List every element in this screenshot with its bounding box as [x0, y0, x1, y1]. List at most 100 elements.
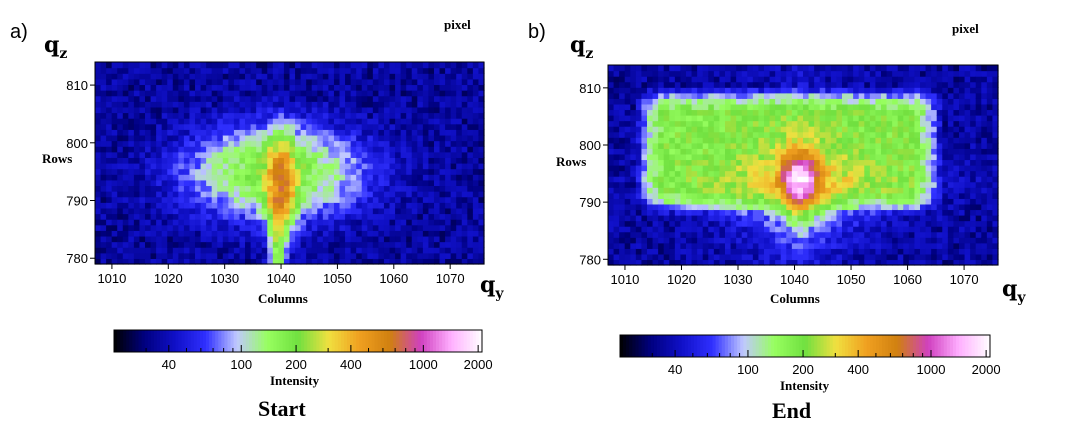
heatmap-cell	[95, 230, 102, 237]
colorbar-step	[294, 330, 299, 352]
heatmap-cell	[456, 185, 463, 192]
heatmap-cell	[652, 187, 659, 194]
heatmap-cell	[367, 179, 374, 187]
heatmap-cell	[400, 196, 407, 203]
heatmap-cell	[150, 241, 157, 248]
heatmap-cell	[936, 120, 943, 127]
heatmap-cell	[339, 185, 346, 192]
heatmap-cell	[747, 226, 754, 233]
heatmap-cell	[433, 207, 441, 215]
heatmap-cell	[272, 168, 279, 175]
heatmap-cell	[472, 224, 480, 231]
heatmap-cell	[389, 196, 396, 203]
heatmap-cell	[211, 185, 218, 192]
heatmap-cell	[467, 185, 474, 192]
heatmap-cell	[128, 202, 135, 209]
heatmap-cell	[613, 115, 620, 122]
heatmap-cell	[350, 106, 357, 114]
heatmap-cell	[195, 174, 202, 181]
heatmap-cell	[133, 185, 141, 192]
heatmap-cell	[830, 70, 838, 77]
heatmap-cell	[719, 181, 726, 188]
heatmap-cell	[450, 123, 457, 130]
heatmap-cell	[959, 203, 966, 211]
heatmap-cell	[333, 202, 341, 209]
heatmap-cell	[864, 65, 871, 72]
heatmap-cell	[914, 65, 921, 72]
heatmap-cell	[658, 215, 665, 222]
heatmap-cell	[775, 142, 782, 149]
heatmap-cell	[730, 242, 737, 249]
heatmap-cell	[200, 157, 207, 164]
heatmap-cell	[758, 81, 765, 88]
heatmap-cell	[775, 148, 782, 155]
heatmap-cell	[211, 241, 218, 248]
heatmap-cell	[920, 148, 927, 155]
heatmap-cell	[217, 146, 224, 153]
heatmap-cell	[691, 120, 698, 127]
heatmap-cell	[161, 247, 168, 254]
heatmap-cell	[367, 163, 374, 170]
heatmap-cell	[808, 159, 815, 166]
heatmap-cell	[853, 181, 860, 188]
heatmap-cell	[892, 81, 899, 88]
heatmap-cell	[886, 92, 893, 99]
heatmap-cell	[808, 142, 815, 149]
colorbar-step	[273, 330, 278, 352]
heatmap-cell	[295, 196, 302, 203]
heatmap-cell	[311, 219, 318, 226]
heatmap-cell	[752, 142, 760, 149]
heatmap-cell	[145, 118, 152, 125]
heatmap-cell	[167, 62, 174, 69]
heatmap-cell	[858, 170, 865, 177]
heatmap-cell	[663, 131, 670, 138]
heatmap-cell	[167, 252, 174, 259]
heatmap-cell	[864, 137, 871, 144]
heatmap-cell	[836, 209, 843, 216]
heatmap-cell	[803, 176, 810, 183]
heatmap-cell	[797, 126, 804, 133]
heatmap-cell	[100, 84, 107, 91]
heatmap-cell	[624, 142, 631, 149]
heatmap-cell	[925, 170, 932, 177]
heatmap-cell	[250, 84, 257, 91]
heatmap-cell	[145, 202, 152, 209]
heatmap-cell	[725, 237, 732, 244]
heatmap-cell	[272, 146, 279, 153]
heatmap-cell	[306, 140, 313, 147]
heatmap-cell	[624, 81, 631, 88]
heatmap-cell	[300, 151, 307, 158]
heatmap-cell	[886, 170, 893, 177]
heatmap-cell	[239, 191, 246, 198]
heatmap-cell	[306, 224, 313, 231]
heatmap-cell	[959, 137, 966, 144]
heatmap-cell	[897, 109, 904, 116]
colorbar-step	[141, 330, 146, 352]
heatmap-cell	[780, 81, 787, 88]
heatmap-cell	[786, 148, 793, 155]
heatmap-cell	[819, 103, 826, 111]
heatmap-cell	[658, 209, 665, 216]
heatmap-cell	[267, 151, 274, 158]
heatmap-cell	[233, 151, 241, 158]
heatmap-cell	[892, 92, 899, 99]
heatmap-cell	[383, 241, 391, 248]
heatmap-cell	[814, 181, 821, 188]
heatmap-cell	[808, 259, 815, 266]
heatmap-cell	[764, 170, 771, 177]
heatmap-cell	[167, 235, 174, 243]
heatmap-cell	[372, 118, 380, 125]
heatmap-cell	[122, 118, 129, 125]
heatmap-cell	[903, 87, 910, 94]
heatmap-cell	[117, 129, 124, 136]
heatmap-cell	[814, 148, 821, 155]
heatmap-cell	[383, 157, 391, 164]
heatmap-cell	[819, 92, 826, 99]
heatmap-cell	[111, 129, 118, 136]
heatmap-cell	[758, 231, 765, 238]
heatmap-cell	[758, 103, 765, 111]
heatmap-cell	[897, 115, 904, 122]
heatmap-cell	[300, 241, 307, 248]
heatmap-cell	[117, 185, 124, 192]
heatmap-cell	[630, 203, 637, 211]
